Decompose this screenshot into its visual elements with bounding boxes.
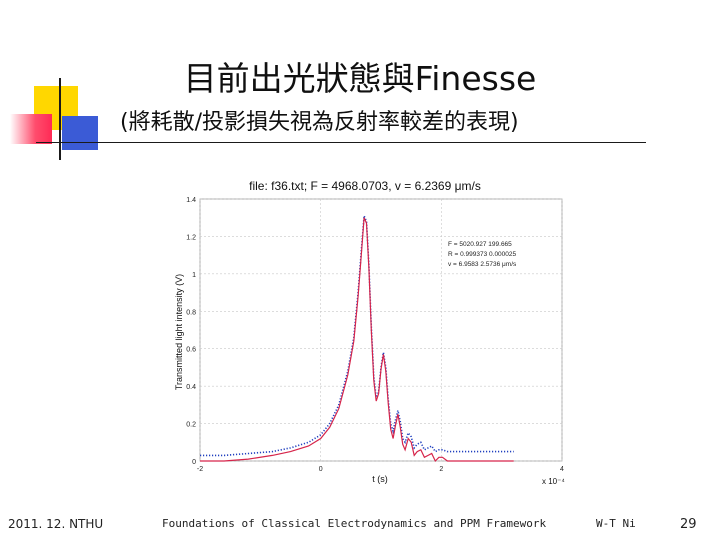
y-tick-label: 0	[192, 459, 196, 466]
y-tick-labels: 0 0.2 0.4 0.6 0.8 1 1.2 1.4	[186, 197, 196, 466]
plot-frame	[199, 198, 563, 462]
slide-title: 目前出光狀態與Finesse	[183, 59, 537, 98]
measured-data-line	[200, 215, 514, 457]
fit-curve-line	[200, 217, 514, 463]
y-tick-label: 0.4	[186, 384, 196, 391]
transmitted-intensity-chart: file: f36.txt; F = 4968.0703, v = 6.2369…	[174, 179, 565, 486]
y-axis-label: Transmitted light intensity (V)	[174, 274, 184, 390]
fit-annotation-line: R = 0.999373 0.000025	[448, 251, 517, 258]
fit-annotation-line: F = 5020.927 199.665	[448, 241, 512, 248]
y-tick-label: 1.2	[186, 234, 196, 241]
page-number: 29	[680, 517, 697, 532]
x-axis-label: t (s)	[372, 474, 388, 484]
grid-lines	[199, 198, 563, 462]
decor-vertical-line	[59, 78, 61, 160]
decor-horizontal-line	[36, 142, 646, 143]
x-tick-label: 4	[560, 466, 564, 473]
fit-annotation-line: v = 6.9583 2.5736 μm/s	[448, 261, 517, 268]
y-tick-label: 0.6	[186, 347, 196, 354]
x-tick-label: 2	[439, 466, 443, 473]
x-tick-label: -2	[197, 466, 203, 473]
x-tick-label: 0	[319, 466, 323, 473]
x-axis-multiplier: x 10⁻⁴	[542, 477, 565, 486]
y-tick-label: 0.8	[186, 309, 196, 316]
y-tick-label: 0.2	[186, 422, 196, 429]
y-tick-label: 1	[192, 272, 196, 279]
fit-annotation: F = 5020.927 199.665 R = 0.999373 0.00002…	[448, 241, 517, 268]
chart-title: file: f36.txt; F = 4968.0703, v = 6.2369…	[249, 179, 481, 193]
footer-course: Foundations of Classical Electrodynamics…	[162, 517, 547, 530]
decor-red-bar	[10, 114, 52, 144]
footer-date: 2011. 12. NTHU	[8, 517, 104, 531]
slide-subtitle: (將耗散/投影損失視為反射率較差的表現)	[120, 110, 519, 135]
y-tick-label: 1.4	[186, 197, 196, 204]
footer-author: W-T Ni	[596, 517, 636, 530]
series-layer	[200, 215, 514, 463]
x-tick-labels: -2 0 2 4	[197, 466, 564, 473]
decor-blue-square	[62, 116, 98, 150]
